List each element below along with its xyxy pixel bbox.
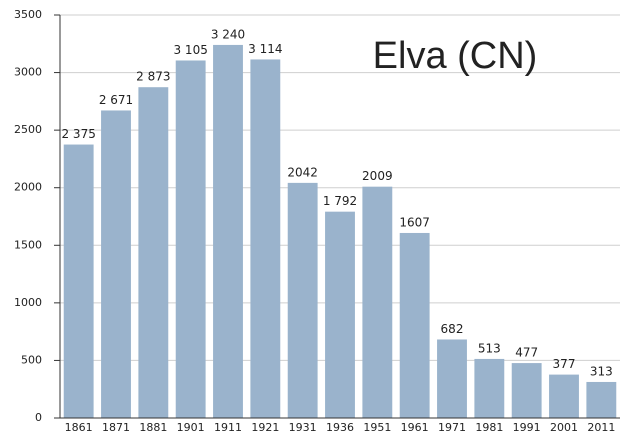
bar bbox=[287, 182, 318, 418]
x-tick-label: 1971 bbox=[438, 421, 466, 434]
x-tick-label: 1981 bbox=[475, 421, 503, 434]
data-label: 2 671 bbox=[99, 93, 133, 107]
y-tick-label: 0 bbox=[35, 411, 42, 424]
y-tick-label: 2000 bbox=[14, 181, 42, 194]
data-label: 3 105 bbox=[173, 43, 207, 57]
x-tick-label: 1936 bbox=[326, 421, 354, 434]
data-label: 3 114 bbox=[248, 42, 282, 56]
y-tick-label: 1500 bbox=[14, 238, 42, 251]
x-tick-label: 1901 bbox=[177, 421, 205, 434]
x-tick-label: 1951 bbox=[363, 421, 391, 434]
bar bbox=[511, 363, 542, 418]
bar bbox=[437, 339, 467, 418]
bar bbox=[101, 110, 131, 418]
y-tick-label: 2500 bbox=[14, 123, 42, 136]
x-tick-label: 1861 bbox=[65, 421, 93, 434]
data-label: 2042 bbox=[287, 165, 318, 179]
bar bbox=[250, 59, 281, 419]
x-tick-label: 1911 bbox=[214, 421, 242, 434]
x-tick-label: 1871 bbox=[102, 421, 130, 434]
x-tick-label: 2001 bbox=[550, 421, 578, 434]
x-tick-label: 1991 bbox=[513, 421, 541, 434]
chart-title: Elva (CN) bbox=[373, 35, 538, 77]
x-tick-label: 1921 bbox=[251, 421, 279, 434]
bar bbox=[474, 358, 505, 418]
x-tick-label: 1931 bbox=[289, 421, 317, 434]
bar bbox=[325, 211, 355, 418]
y-tick-label: 1000 bbox=[14, 296, 42, 309]
y-tick-label: 500 bbox=[21, 353, 42, 366]
bar bbox=[549, 374, 579, 418]
data-label: 377 bbox=[553, 357, 576, 371]
data-label: 2009 bbox=[362, 169, 393, 183]
bar bbox=[362, 186, 393, 418]
data-label: 2 375 bbox=[61, 127, 95, 141]
data-label: 3 240 bbox=[211, 27, 245, 41]
bar bbox=[138, 87, 169, 418]
data-label: 1 792 bbox=[323, 194, 357, 208]
bar bbox=[213, 44, 243, 419]
x-tick-label: 2011 bbox=[587, 421, 615, 434]
bar bbox=[399, 232, 430, 418]
data-label: 1607 bbox=[399, 215, 430, 229]
data-label: 682 bbox=[441, 322, 464, 336]
data-label: 513 bbox=[478, 341, 501, 355]
bar bbox=[586, 381, 617, 418]
data-label: 477 bbox=[515, 346, 538, 360]
y-tick-label: 3500 bbox=[14, 8, 42, 21]
x-tick-label: 1961 bbox=[401, 421, 429, 434]
bar bbox=[63, 144, 94, 419]
x-tick-label: 1881 bbox=[139, 421, 167, 434]
data-label: 2 873 bbox=[136, 70, 170, 84]
bar bbox=[175, 60, 206, 418]
y-tick-label: 3000 bbox=[14, 66, 42, 79]
data-label: 313 bbox=[590, 364, 613, 378]
